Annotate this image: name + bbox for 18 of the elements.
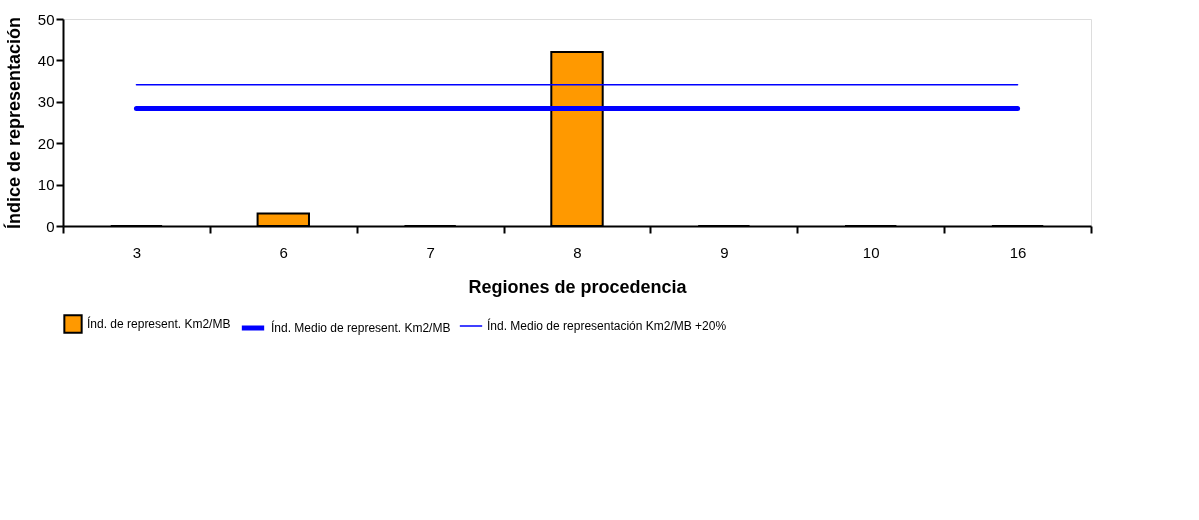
legend-label: Índ. de represent. Km2/MB <box>87 316 231 331</box>
x-tick-label: 16 <box>1009 243 1027 261</box>
x-tick-label: 3 <box>132 243 142 261</box>
y-tick-label: 20 <box>37 134 55 152</box>
x-tick-label: 6 <box>279 243 288 261</box>
x-tick-label: 7 <box>426 243 435 261</box>
x-axis-title: Regiones de procedencia <box>468 276 688 297</box>
x-tick-label: 8 <box>573 243 582 261</box>
legend-label: Índ. Medio de representación Km2/MB +20% <box>487 318 727 333</box>
y-tick-label: 50 <box>37 10 55 28</box>
x-tick-label: 9 <box>720 243 729 261</box>
y-tick-label: 30 <box>37 93 55 111</box>
x-tick-label: 10 <box>862 243 880 261</box>
y-tick-label: 0 <box>46 217 55 235</box>
y-tick-label: 10 <box>37 176 55 194</box>
y-tick-label: 40 <box>37 51 55 69</box>
legend-label: Índ. Medio de represent. Km2/MB <box>271 320 451 335</box>
y-axis-title: Índice de representación <box>2 16 24 230</box>
